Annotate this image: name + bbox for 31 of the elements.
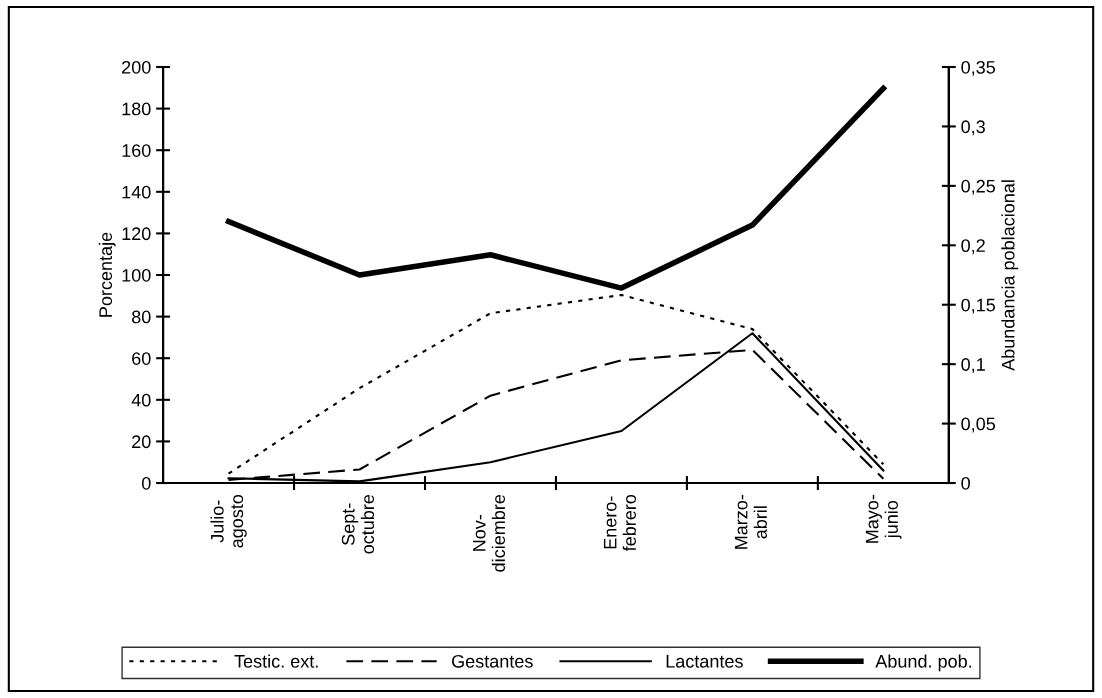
y2-tick-label: 0,05 (961, 417, 996, 433)
y-tick-label: 60 (132, 352, 151, 365)
y-tick-label: 120 (122, 227, 151, 241)
x-tick-label: Enero- febrero (603, 494, 637, 552)
legend-label: Testic. ext. (234, 654, 318, 668)
legend-label: Abund. pob. (875, 654, 972, 672)
y-tick-label: 160 (122, 144, 151, 157)
legend-label: Gestantes (452, 654, 533, 668)
x-tick-label: Julio- agosto (210, 494, 247, 548)
y-tick-label: 180 (122, 102, 151, 116)
y-axis-title: Porcentaje (98, 232, 116, 317)
y2-tick-label: 0 (961, 476, 970, 490)
y-tick-label: 40 (131, 393, 151, 407)
x-tick-label: Mayo- junio (865, 494, 902, 543)
y2-tick-label: 0,35 (961, 60, 996, 76)
legend-label: Lactantes (666, 655, 743, 668)
y-tick-label: 80 (131, 310, 151, 324)
y-tick-label: 0 (141, 476, 151, 490)
y2-axis-title: Abundancia poblacional (1001, 180, 1019, 371)
y2-tick-label: 0,3 (961, 120, 985, 136)
y-tick-label: 140 (122, 185, 151, 199)
y2-tick-label: 0,2 (961, 239, 985, 255)
y-tick-label: 100 (122, 268, 151, 282)
y2-tick-label: 0,1 (961, 358, 985, 374)
y-tick-label: 200 (122, 60, 151, 74)
x-tick-label: Nov- diciembre (473, 494, 506, 572)
x-tick-label: Marzo- abril (734, 494, 767, 549)
x-tick-label: Sept- octubre (341, 494, 375, 554)
y2-tick-label: 0,25 (961, 179, 996, 195)
y-tick-label: 20 (132, 435, 151, 449)
y2-tick-label: 0,15 (961, 298, 996, 314)
